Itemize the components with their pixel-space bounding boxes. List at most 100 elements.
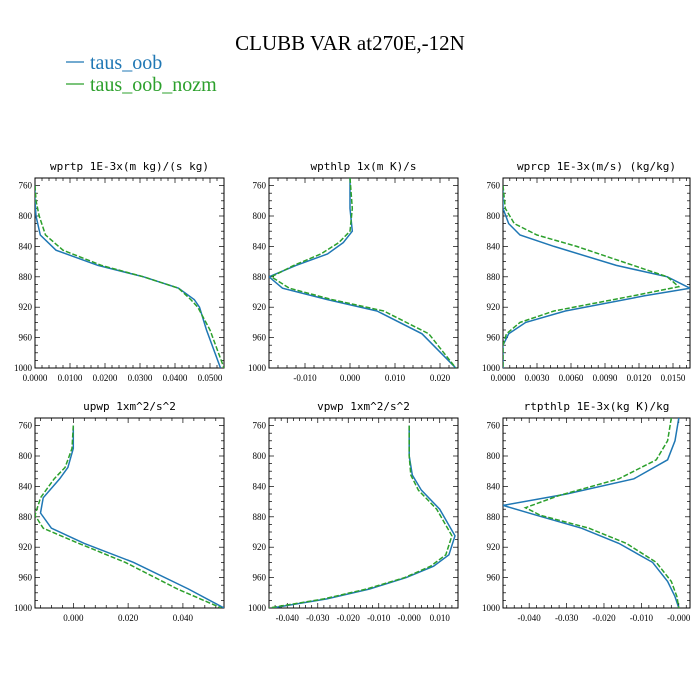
y-tick-label: 1000 — [14, 363, 33, 373]
panel-title: wprtp 1E-3x(m kg)/(s kg) — [50, 160, 209, 173]
series-line-taus-oob — [503, 418, 680, 608]
y-tick-label: 880 — [19, 272, 33, 282]
x-tick-label: 0.000 — [340, 373, 361, 383]
series-line-taus-oob-nozm — [523, 418, 680, 608]
series-line-taus-oob — [269, 178, 457, 368]
x-tick-label: -0.000 — [398, 613, 422, 623]
y-tick-label: 1000 — [14, 603, 33, 613]
y-tick-label: 960 — [19, 573, 33, 583]
panel-title: wpthlp 1x(m K)/s — [311, 160, 417, 173]
y-tick-label: 920 — [19, 542, 33, 552]
y-tick-label: 840 — [19, 241, 33, 251]
y-tick-label: 760 — [253, 181, 267, 191]
x-tick-label: -0.010 — [293, 373, 317, 383]
x-tick-label: -0.040 — [518, 613, 542, 623]
chart-panel-0: wprtp 1E-3x(m kg)/(s kg) 760 800 840 880 920 9… — [14, 160, 225, 383]
y-tick-label: 840 — [253, 241, 267, 251]
y-tick-label: 1000 — [248, 363, 267, 373]
plot-frame — [268, 177, 459, 369]
x-tick-label: 0.040 — [173, 613, 194, 623]
legend-label-taus-oob-nozm: taus_oob_nozm — [90, 74, 217, 96]
panel-title: vpwp 1xm^2/s^2 — [317, 400, 410, 413]
series-line-taus-oob — [503, 185, 690, 368]
y-tick-label: 880 — [487, 272, 501, 282]
series-line-taus-oob — [35, 185, 222, 368]
x-tick-label: 0.010 — [385, 373, 406, 383]
x-tick-label: 0.000 — [63, 613, 84, 623]
chart-panel-3: upwp 1xm^2/s^2 760 800 840 880 920 960 1000 0.00… — [14, 400, 225, 623]
y-tick-label: 1000 — [482, 603, 501, 613]
x-tick-label: -0.030 — [555, 613, 579, 623]
x-tick-label: 0.0300 — [128, 373, 153, 383]
chart-panel-5: rtpthlp 1E-3x(kg K)/kg 760 800 840 880 920 960… — [482, 400, 691, 623]
legend: taus_oob taus_oob_nozm — [66, 52, 217, 96]
legend-entry-taus-oob-nozm: taus_oob_nozm — [66, 74, 217, 96]
chart-panel-4: vpwp 1xm^2/s^2 760 800 840 880 920 960 1000 -0.0… — [248, 400, 459, 623]
chart-panel-2: wprcp 1E-3x(m/s) (kg/kg) 760 800 840 880 920 9… — [482, 160, 691, 383]
y-tick-label: 800 — [487, 211, 501, 221]
y-tick-label: 760 — [487, 421, 501, 431]
x-tick-label: -0.030 — [306, 613, 330, 623]
panel-title: rtpthlp 1E-3x(kg K)/kg — [524, 400, 670, 413]
y-tick-label: 760 — [253, 421, 267, 431]
x-tick-label: 0.010 — [430, 613, 451, 623]
x-tick-label: 0.0200 — [93, 373, 118, 383]
plot-frame — [268, 417, 459, 609]
x-tick-label: 0.020 — [430, 373, 451, 383]
y-tick-label: 920 — [253, 302, 267, 312]
y-tick-label: 760 — [487, 181, 501, 191]
x-tick-label: 0.0150 — [661, 373, 686, 383]
x-tick-label: -0.020 — [337, 613, 361, 623]
plot-frame — [502, 177, 691, 369]
series-line-taus-oob — [39, 425, 224, 608]
y-tick-label: 1000 — [248, 603, 267, 613]
legend-label-taus-oob: taus_oob — [90, 52, 162, 74]
series-line-taus-oob-nozm — [35, 425, 222, 608]
x-tick-label: 0.0060 — [559, 373, 584, 383]
y-tick-label: 1000 — [482, 363, 501, 373]
chart-panels: wprtp 1E-3x(m kg)/(s kg) 760 800 840 880 920 9… — [14, 160, 691, 623]
y-tick-label: 800 — [253, 451, 267, 461]
y-tick-label: 800 — [19, 211, 33, 221]
panel-title: wprcp 1E-3x(m/s) (kg/kg) — [517, 160, 676, 173]
y-tick-label: 880 — [19, 512, 33, 522]
y-tick-label: 960 — [253, 333, 267, 343]
y-tick-label: 800 — [487, 451, 501, 461]
plot-frame — [34, 417, 225, 609]
y-tick-label: 840 — [487, 241, 501, 251]
x-tick-label: 0.0120 — [627, 373, 652, 383]
y-tick-label: 760 — [19, 421, 33, 431]
y-tick-label: 920 — [19, 302, 33, 312]
y-tick-label: 960 — [487, 573, 501, 583]
series-line-taus-oob-nozm — [503, 185, 681, 368]
legend-entry-taus-oob: taus_oob — [66, 52, 162, 74]
y-tick-label: 840 — [253, 481, 267, 491]
y-tick-label: 880 — [253, 272, 267, 282]
x-tick-label: -0.020 — [592, 613, 616, 623]
series-line-taus-oob-nozm — [269, 178, 457, 368]
panel-title: upwp 1xm^2/s^2 — [83, 400, 176, 413]
series-line-taus-oob-nozm — [35, 185, 224, 368]
x-tick-label: 0.0000 — [491, 373, 516, 383]
y-tick-label: 960 — [19, 333, 33, 343]
x-tick-label: -0.040 — [276, 613, 300, 623]
chart-panel-1: wpthlp 1x(m K)/s 760 800 840 880 920 960 1000 -0… — [248, 160, 459, 383]
x-tick-label: 0.0000 — [23, 373, 48, 383]
x-tick-label: 0.0500 — [198, 373, 223, 383]
x-tick-label: 0.0030 — [525, 373, 550, 383]
x-tick-label: -0.010 — [367, 613, 391, 623]
y-tick-label: 920 — [253, 542, 267, 552]
x-tick-label: 0.020 — [118, 613, 139, 623]
y-tick-label: 880 — [487, 512, 501, 522]
y-tick-label: 800 — [253, 211, 267, 221]
y-tick-label: 960 — [487, 333, 501, 343]
x-tick-label: 0.0100 — [58, 373, 83, 383]
x-tick-label: 0.0090 — [593, 373, 618, 383]
x-tick-label: 0.0400 — [163, 373, 188, 383]
y-tick-label: 760 — [19, 181, 33, 191]
y-tick-label: 880 — [253, 512, 267, 522]
y-tick-label: 840 — [19, 481, 33, 491]
y-tick-label: 960 — [253, 573, 267, 583]
figure-title: CLUBB VAR at270E,-12N — [235, 31, 465, 55]
